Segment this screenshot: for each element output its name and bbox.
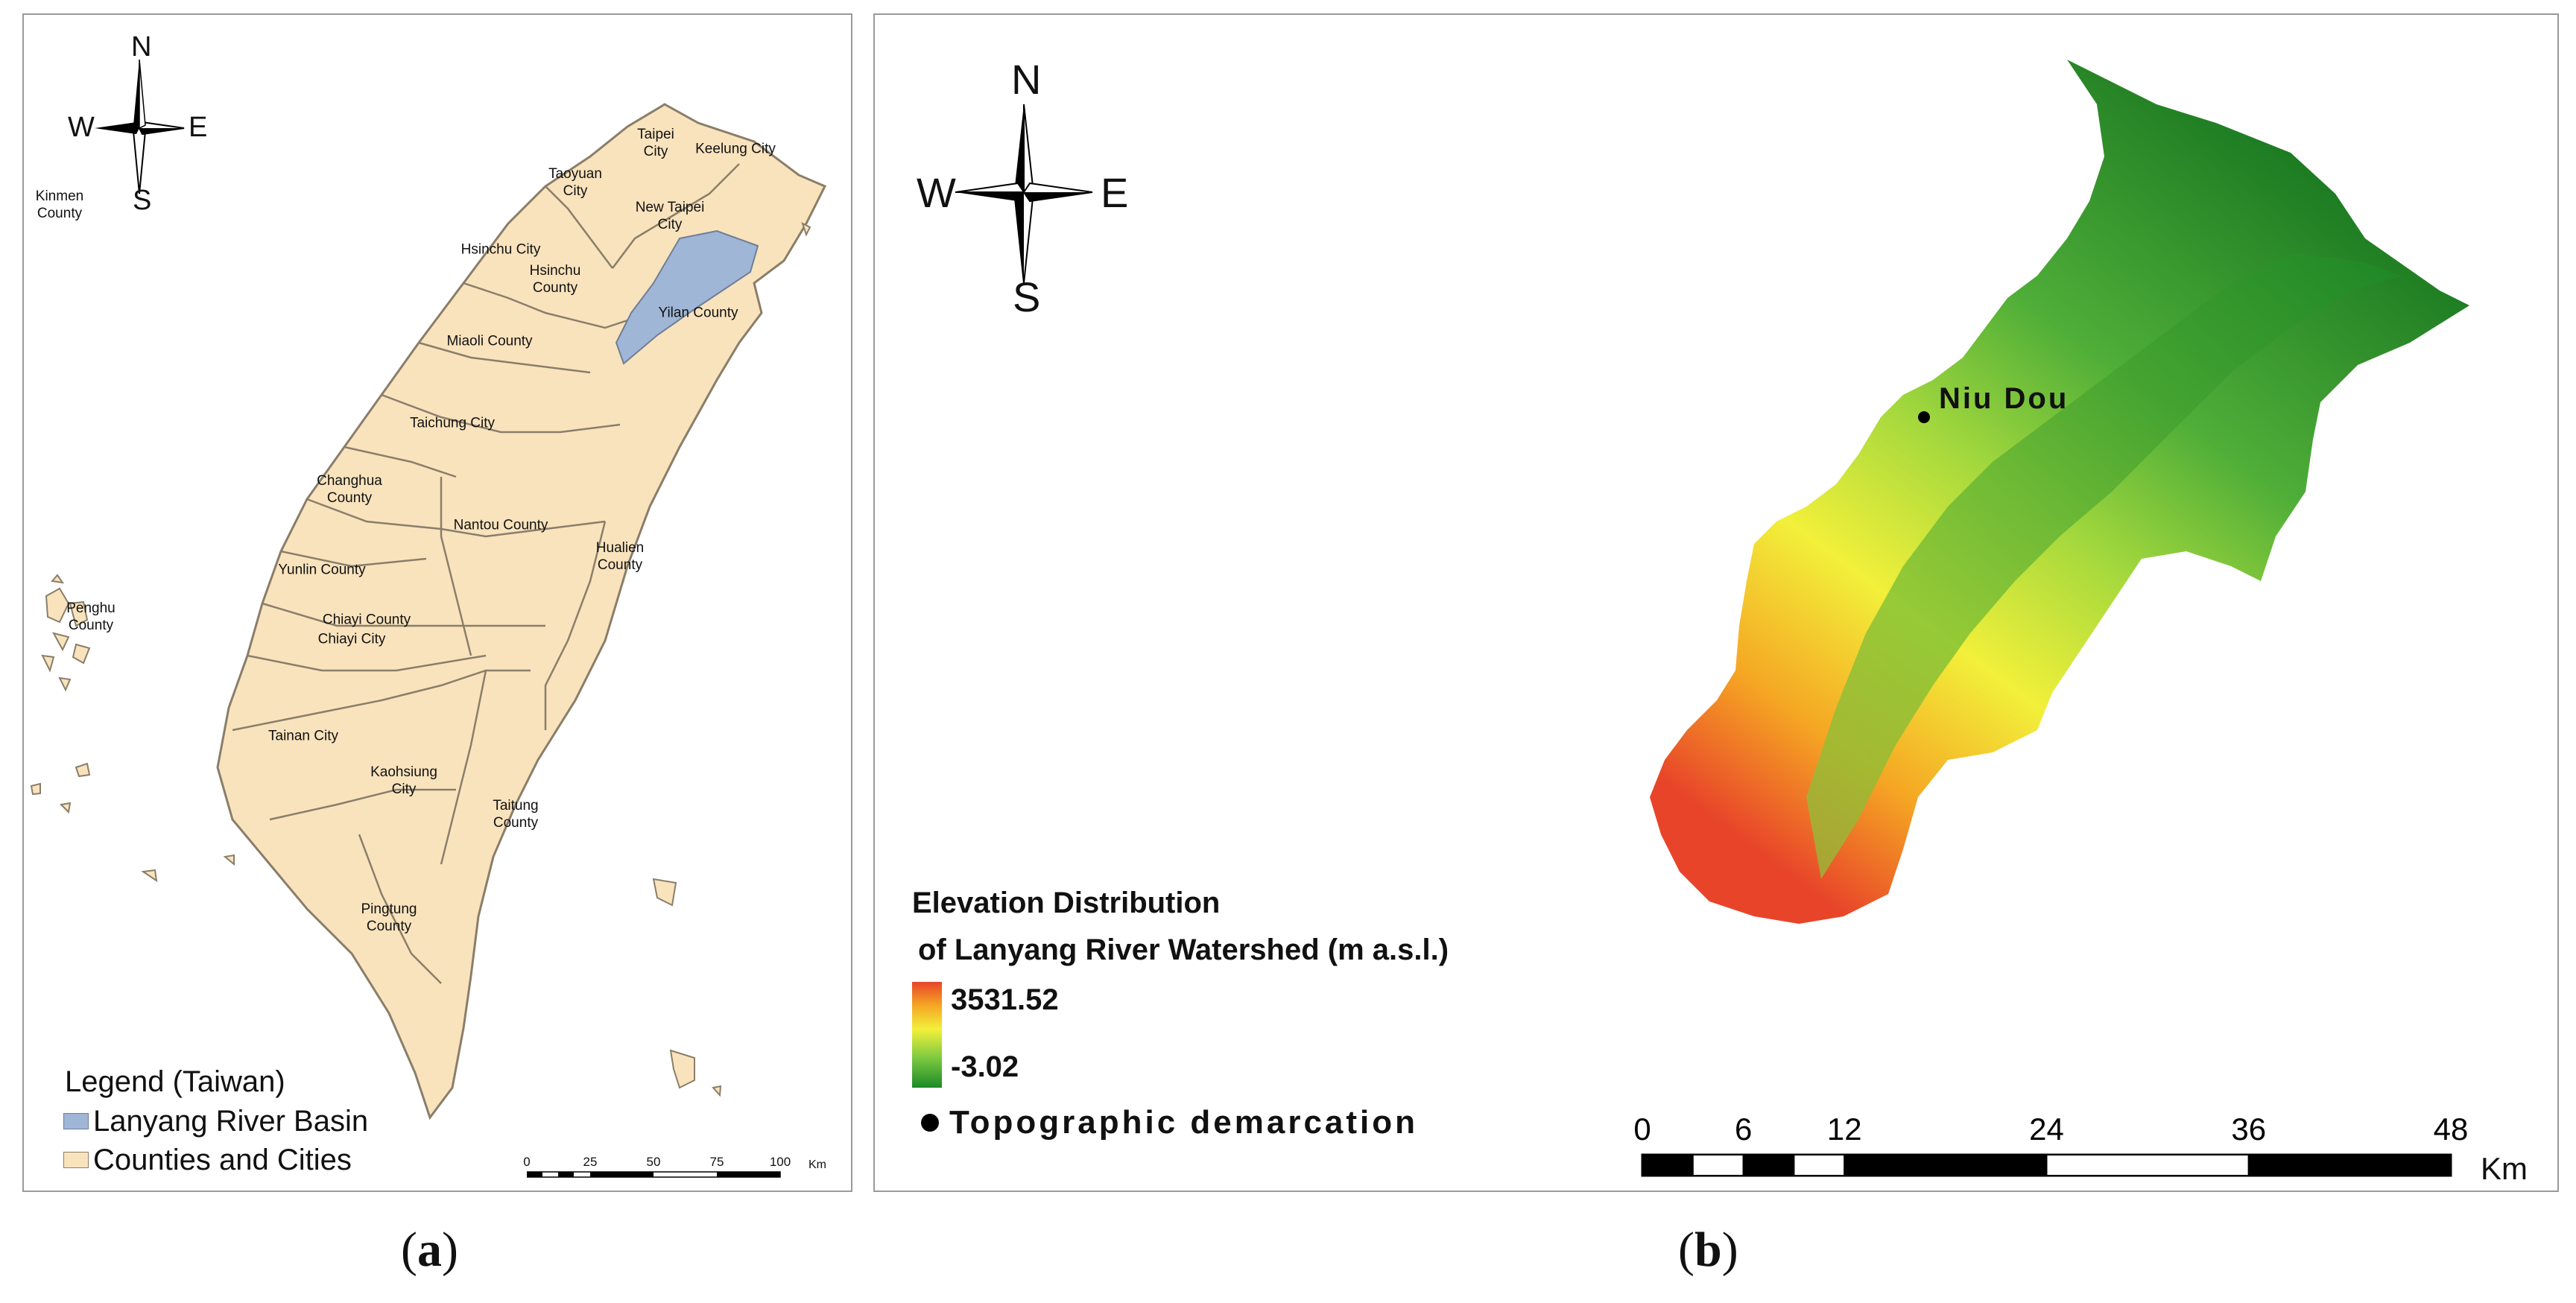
compass-east-label: E <box>189 112 208 143</box>
elevation-legend-title-1: Elevation Distribution <box>912 887 1221 919</box>
penghu-islands <box>41 574 91 692</box>
scale-b-tick-label: 0 <box>1633 1112 1651 1147</box>
region-label-hsinchu-county: Hsinchu County <box>529 263 581 296</box>
legend-label-basin: Lanyang River Basin <box>93 1104 369 1138</box>
scale-a-tick-1: 25 <box>583 1155 598 1169</box>
panel-b-elevation-map: N S W E Niu Dou Elevation D <box>873 13 2559 1192</box>
scale-b-unit: Km <box>2481 1151 2528 1186</box>
region-label-nantou: Nantou County <box>453 517 548 533</box>
scale-a-unit: Km <box>808 1158 826 1171</box>
compass-b-north-label: N <box>1011 56 1042 103</box>
scale-b-segment <box>1793 1154 1846 1176</box>
demarcation-point-icon <box>921 1114 939 1132</box>
compass-rose-b: N S W E <box>912 37 1136 320</box>
scale-a-bar <box>527 1171 781 1178</box>
scale-a-tick-2: 50 <box>646 1155 661 1169</box>
scale-a-tick-0: 0 <box>523 1155 531 1169</box>
region-label-taipei: Taipei City <box>637 127 674 159</box>
scale-b-segment <box>2045 1154 2250 1176</box>
region-label-yunlin: Yunlin County <box>278 562 366 578</box>
scale-a-tick-4: 100 <box>769 1155 791 1169</box>
region-label-chiayi-county: Chiayi County <box>322 612 411 628</box>
legend: Legend (Taiwan) Lanyang River Basin Coun… <box>63 1065 482 1177</box>
region-label-tainan: Tainan City <box>268 728 338 744</box>
scale-bar-b: 0 6 12 24 36 48 Km <box>1620 1103 2551 1186</box>
elevation-legend: Elevation Distribution of Lanyang River … <box>912 887 1583 1155</box>
county-boundaries <box>232 163 740 984</box>
region-label-chiayi-city: Chiayi City <box>317 631 386 647</box>
legend-swatch-counties <box>63 1152 89 1168</box>
legend-label-counties: Counties and Cities <box>93 1143 352 1176</box>
scale-b-tick-label: 24 <box>2029 1112 2064 1147</box>
compass-b-south-label: S <box>1013 273 1041 320</box>
legend-swatch-basin <box>63 1113 89 1129</box>
panel-a-caption-letter: a <box>417 1223 442 1277</box>
compass-south-label: S <box>133 185 152 216</box>
region-label-yilan: Yilan County <box>658 305 738 321</box>
region-label-keelung: Keelung City <box>695 141 776 157</box>
scale-bar-a: 0 25 50 75 100 Km <box>519 1155 847 1188</box>
elevation-max-value: 3531.52 <box>951 983 1059 1016</box>
region-label-taichung: Taichung City <box>409 415 496 431</box>
legend-title: Legend (Taiwan) <box>65 1065 285 1098</box>
panel-a-caption-open: ( <box>401 1223 417 1277</box>
compass-rose: N S W E <box>68 30 208 216</box>
region-label-kinmen: Kinmen County <box>35 188 84 221</box>
panel-b-caption-open: ( <box>1678 1223 1694 1277</box>
region-label-hualien: Hualien County <box>595 540 645 573</box>
scale-b-segment <box>1642 1154 1694 1176</box>
elevation-min-value: -3.02 <box>951 1050 1019 1083</box>
scale-b-tick-label: 12 <box>1827 1112 1862 1147</box>
region-label-taoyuan: Taoyuan City <box>548 166 602 199</box>
compass-west-label: W <box>68 112 95 143</box>
compass-icon <box>95 59 185 194</box>
panel-b-caption-close: ) <box>1721 1223 1738 1277</box>
scale-b-segment <box>2247 1154 2452 1176</box>
region-label-miaoli: Miaoli County <box>446 333 533 349</box>
legend-item-lanyang: Lanyang River Basin <box>63 1104 368 1138</box>
panel-a-taiwan-map: N S W E <box>22 13 852 1192</box>
region-label-pingtung: Pingtung County <box>361 901 417 934</box>
scale-b-tick-label: 36 <box>2231 1112 2266 1147</box>
scale-b-segment <box>1692 1154 1744 1176</box>
region-label-kaohsiung: Kaohsiung City <box>370 764 437 797</box>
niu-dou-label: Niu Dou <box>1939 382 2069 415</box>
scale-b-segment <box>1844 1154 2048 1176</box>
river-valley <box>1806 253 2402 879</box>
region-label-changhua: Changhua County <box>317 473 382 506</box>
region-label-new-taipei: New Taipei City <box>635 200 705 232</box>
compass-icon-b <box>955 104 1093 284</box>
lanyang-basin-area <box>615 229 759 365</box>
legend-item-counties: Counties and Cities <box>63 1143 352 1177</box>
region-label-taitung: Taitung County <box>493 798 539 831</box>
demarcation-label: Topographic demarcation <box>949 1104 1419 1141</box>
elevation-color-ramp <box>912 982 942 1088</box>
taiwan-map <box>30 103 827 1120</box>
elevation-legend-title-2: of Lanyang River Watershed (m a.s.l.) <box>918 933 1449 966</box>
scale-b-tick-label: 48 <box>2434 1112 2469 1147</box>
niu-dou-point <box>1918 411 1930 423</box>
panel-b-caption: (b) <box>1678 1222 1738 1278</box>
compass-north-label: N <box>131 31 152 63</box>
panel-a-caption: (a) <box>401 1222 458 1278</box>
topographic-demarcation-item: Topographic demarcation <box>912 1104 1418 1141</box>
small-islets <box>30 222 811 1097</box>
scale-a-tick-3: 75 <box>709 1155 724 1169</box>
lanyang-watershed-map <box>1650 60 2469 924</box>
panel-b-caption-letter: b <box>1694 1223 1722 1277</box>
compass-b-west-label: W <box>917 169 956 216</box>
region-label-hsinchu-city: Hsinchu City <box>461 241 541 258</box>
scale-b-tick-label: 6 <box>1735 1112 1752 1147</box>
compass-b-east-label: E <box>1101 169 1129 216</box>
panel-a-caption-close: ) <box>441 1223 458 1277</box>
scale-b-segment <box>1742 1154 1795 1176</box>
scale-b-bar: 0 6 12 24 36 48 <box>1633 1112 2469 1177</box>
region-label-penghu: Penghu County <box>66 600 115 633</box>
